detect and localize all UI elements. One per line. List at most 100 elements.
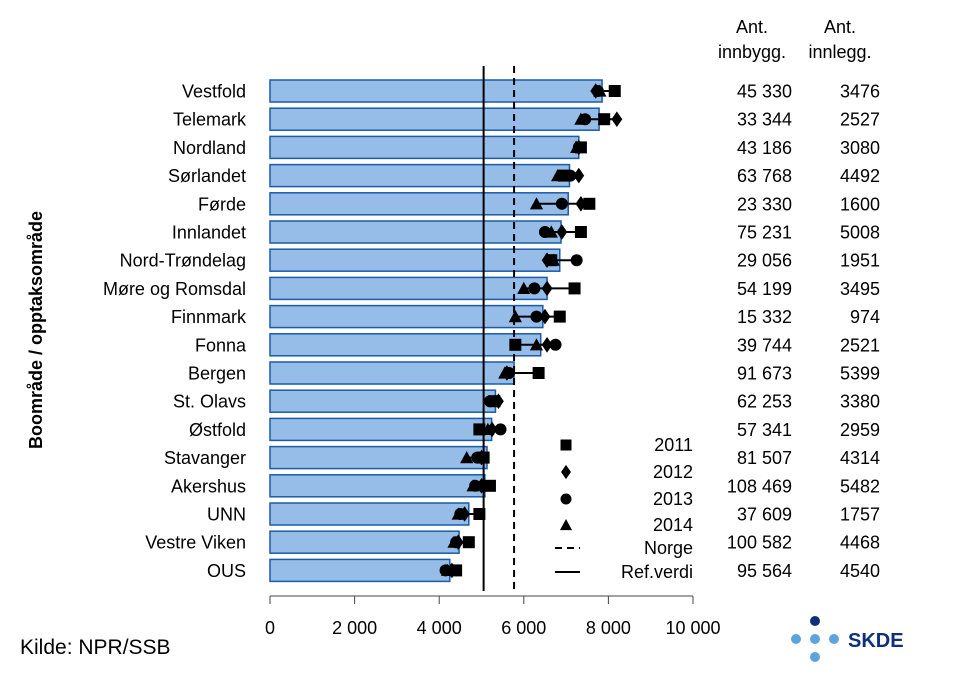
legend-label: 2011	[654, 435, 693, 455]
admissions-value: 5482	[840, 476, 880, 496]
data-point	[462, 536, 475, 549]
data-point	[611, 111, 623, 127]
admissions-value: 4492	[840, 166, 880, 186]
inhabitants-value: 45 330	[737, 82, 792, 102]
admissions-value: 1600	[840, 194, 880, 214]
category-label: Stavanger	[164, 448, 246, 468]
y-axis-label: Boområde / opptaksområde	[26, 211, 46, 449]
data-point	[487, 394, 501, 407]
column-header-line1: Ant.	[736, 17, 768, 37]
data-point	[555, 197, 568, 210]
admissions-value: 3495	[840, 279, 880, 299]
data-point	[466, 479, 480, 492]
data-point	[473, 423, 486, 436]
data-point	[528, 282, 541, 295]
bar	[269, 445, 488, 470]
bar	[269, 220, 562, 244]
data-point	[509, 338, 522, 351]
data-point	[608, 85, 621, 97]
category-label: Møre og Romsdal	[103, 279, 246, 299]
range-lines	[445, 90, 617, 572]
x-tick-label: 8 000	[586, 618, 631, 638]
skde-logo: SKDE	[791, 616, 904, 662]
logo-dot	[810, 652, 820, 662]
data-point	[598, 113, 611, 126]
admissions-value: 974	[850, 307, 880, 327]
admissions-value: 4314	[840, 448, 880, 468]
x-tick-label: 4 000	[417, 618, 462, 638]
legend-label: Ref.verdi	[621, 562, 693, 582]
category-label: UNN	[207, 505, 246, 525]
inhabitants-value: 62 253	[737, 392, 792, 412]
data-point	[549, 338, 562, 351]
legend-label: 2013	[653, 489, 693, 509]
x-tick-label: 10 000	[665, 618, 720, 638]
data-point	[529, 197, 544, 210]
inhabitants-value: 63 768	[737, 166, 792, 186]
data-point	[494, 423, 507, 436]
data-point	[483, 479, 496, 492]
inhabitants-value: 54 199	[737, 279, 792, 299]
column-header-line1: Ant.	[824, 17, 856, 37]
bar	[269, 276, 548, 301]
inhabitants-value: 100 582	[727, 533, 792, 553]
category-label: Telemark	[173, 110, 247, 130]
legend: 2011 2012 2013 2014 Norge Ref.verdi	[555, 435, 693, 582]
column-headers: Ant. innbygg. Ant. innlegg.	[718, 17, 872, 62]
category-label: Nord-Trøndelag	[120, 251, 246, 271]
legend-marker	[559, 518, 573, 531]
data-point	[529, 338, 544, 351]
admissions-value: 5399	[840, 364, 880, 384]
data-point	[570, 140, 584, 154]
bar	[269, 361, 515, 385]
data-point	[541, 280, 553, 297]
bar	[269, 389, 497, 413]
admissions-value: 1951	[840, 251, 880, 271]
admissions-value: 4540	[840, 561, 880, 581]
category-label: Vestfold	[182, 82, 246, 102]
admissions-value: 3380	[840, 392, 880, 412]
bar	[269, 558, 451, 583]
inhabitants-value: 91 673	[737, 364, 792, 384]
data-point	[553, 310, 566, 323]
data-point	[473, 508, 486, 520]
legend-marker	[560, 439, 572, 451]
admissions-value: 3476	[840, 82, 880, 102]
data-point	[593, 84, 607, 97]
admissions-value: 1757	[840, 505, 880, 525]
x-tick-label: 6 000	[501, 618, 546, 638]
admissions-value: 5008	[840, 223, 880, 243]
data-point	[498, 366, 512, 379]
inhabitants-value: 29 056	[737, 251, 792, 271]
category-label: St. Olavs	[173, 392, 246, 412]
admissions-value: 2959	[840, 420, 880, 440]
logo-dot	[791, 634, 801, 644]
inhabitants-value: 81 507	[737, 448, 792, 468]
data-point	[476, 478, 487, 494]
category-label: Finnmark	[171, 307, 247, 327]
logo-dot	[810, 634, 820, 644]
legend-label: Norge	[644, 538, 693, 558]
logo-dot	[810, 616, 820, 626]
data-point	[441, 563, 455, 577]
category-label: Akershus	[171, 476, 246, 496]
data-point	[575, 196, 587, 212]
admissions-value: 4468	[840, 533, 880, 553]
data-point	[570, 254, 583, 267]
category-label: Nordland	[173, 138, 246, 158]
x-axis: 0 2 000 4 000 6 000 8 000 10 000	[265, 595, 721, 638]
logo-dot	[829, 634, 839, 644]
bar	[269, 135, 580, 160]
category-label: Vestre Viken	[145, 533, 246, 553]
data-point	[564, 169, 577, 182]
data-point	[471, 451, 484, 464]
data-point	[517, 281, 531, 295]
reference-lines	[482, 66, 516, 591]
legend-label: 2012	[653, 462, 693, 482]
data-point	[539, 308, 551, 325]
admissions-value: 3080	[840, 138, 880, 158]
data-point	[556, 224, 568, 240]
bar	[269, 530, 460, 554]
category-label: Bergen	[188, 364, 246, 384]
data-point	[574, 226, 587, 238]
